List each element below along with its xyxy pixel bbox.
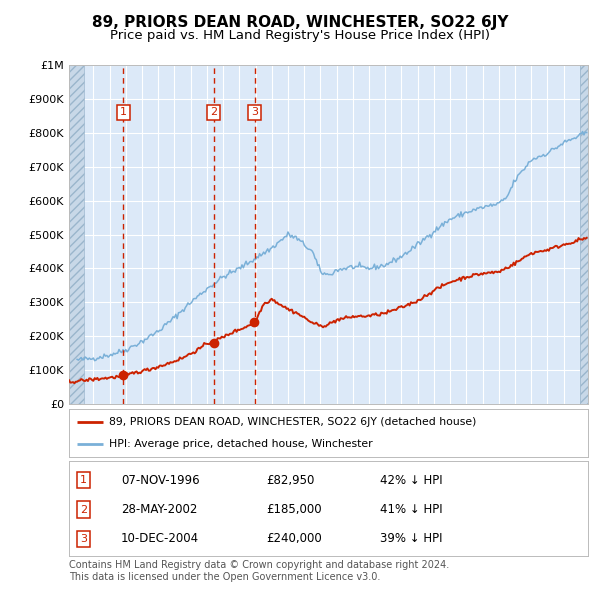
Text: 89, PRIORS DEAN ROAD, WINCHESTER, SO22 6JY: 89, PRIORS DEAN ROAD, WINCHESTER, SO22 6… (92, 15, 508, 30)
Text: 89, PRIORS DEAN ROAD, WINCHESTER, SO22 6JY (detached house): 89, PRIORS DEAN ROAD, WINCHESTER, SO22 6… (109, 417, 477, 427)
Text: £185,000: £185,000 (266, 503, 322, 516)
Text: 07-NOV-1996: 07-NOV-1996 (121, 474, 200, 487)
Text: 1: 1 (120, 107, 127, 117)
Text: 41% ↓ HPI: 41% ↓ HPI (380, 503, 443, 516)
Text: 2: 2 (210, 107, 217, 117)
Text: HPI: Average price, detached house, Winchester: HPI: Average price, detached house, Winc… (109, 439, 373, 449)
Bar (580, 65, 588, 404)
Text: £82,950: £82,950 (266, 474, 314, 487)
Text: 2: 2 (80, 504, 87, 514)
Bar (69, 65, 84, 404)
Text: Contains HM Land Registry data © Crown copyright and database right 2024.
This d: Contains HM Land Registry data © Crown c… (69, 560, 449, 582)
Text: Price paid vs. HM Land Registry's House Price Index (HPI): Price paid vs. HM Land Registry's House … (110, 29, 490, 42)
Text: £240,000: £240,000 (266, 532, 322, 545)
Bar (69, 65, 84, 404)
Text: 39% ↓ HPI: 39% ↓ HPI (380, 532, 443, 545)
Text: 28-MAY-2002: 28-MAY-2002 (121, 503, 197, 516)
Text: 3: 3 (251, 107, 258, 117)
Text: 1: 1 (80, 476, 87, 485)
Text: 3: 3 (80, 534, 87, 544)
Text: 42% ↓ HPI: 42% ↓ HPI (380, 474, 443, 487)
Bar (580, 65, 588, 404)
Text: 10-DEC-2004: 10-DEC-2004 (121, 532, 199, 545)
